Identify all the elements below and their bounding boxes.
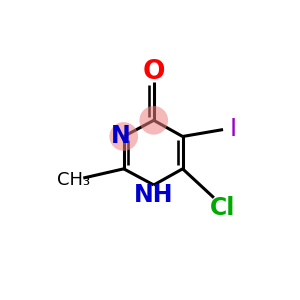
Text: NH: NH	[134, 183, 173, 207]
Text: CH₃: CH₃	[58, 171, 91, 189]
Circle shape	[110, 122, 138, 151]
Text: N: N	[110, 124, 130, 148]
Text: O: O	[142, 59, 165, 85]
Text: Cl: Cl	[210, 196, 236, 220]
Text: I: I	[230, 117, 237, 141]
Circle shape	[140, 106, 168, 135]
